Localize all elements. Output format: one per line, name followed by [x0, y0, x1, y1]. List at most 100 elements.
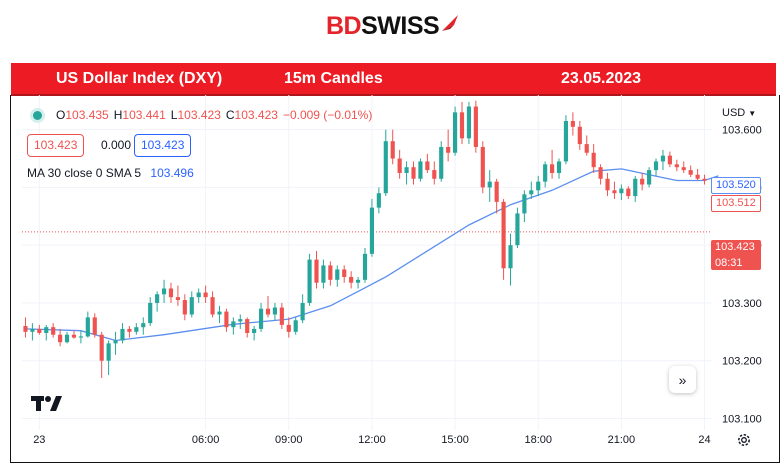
- candle: [591, 144, 596, 173]
- y-tick-label: 103.300: [722, 298, 762, 310]
- candle: [293, 317, 298, 335]
- candle: [127, 326, 132, 338]
- candle-body: [64, 334, 70, 343]
- candle-body: [466, 106, 472, 139]
- candle-body: [113, 340, 118, 344]
- candle-body: [141, 323, 146, 328]
- candle-body: [383, 141, 388, 194]
- candle: [619, 184, 624, 201]
- candle: [640, 172, 645, 191]
- candle: [695, 168, 700, 181]
- candle: [210, 291, 215, 318]
- candle-body: [459, 112, 465, 139]
- scroll-to-realtime-button[interactable]: »: [669, 366, 696, 393]
- candle: [44, 324, 49, 341]
- logo-arrow-icon: [442, 15, 459, 31]
- candle-body: [265, 308, 271, 315]
- candle-body: [536, 181, 541, 191]
- candle: [85, 311, 90, 338]
- buy-price-box[interactable]: 103.423: [134, 134, 192, 157]
- candle-body: [182, 300, 187, 315]
- candle-body: [120, 328, 125, 341]
- candle-body: [605, 178, 610, 191]
- title-banner: US Dollar Index (DXY) 15m Candles 23.05.…: [11, 63, 776, 96]
- candle-body: [688, 170, 693, 175]
- ma-value: 103.496: [150, 166, 194, 180]
- candle-body: [563, 120, 569, 162]
- tradingview-logo-icon[interactable]: [31, 395, 63, 413]
- candle-body: [78, 336, 83, 338]
- ohlc-legend: O 103.435 H 103.441 L 103.423 C 103.423 −0.0…: [33, 108, 372, 122]
- candle: [501, 198, 506, 280]
- candle-body: [397, 158, 402, 173]
- candle: [369, 198, 375, 257]
- logo-bd: BD: [326, 11, 362, 40]
- candle-body: [376, 193, 381, 208]
- candle: [168, 282, 174, 303]
- candle-body: [252, 328, 257, 333]
- candle-body: [30, 328, 35, 332]
- candle-body: [501, 201, 506, 269]
- candle-body: [556, 161, 562, 173]
- candle: [390, 129, 395, 165]
- candle: [667, 151, 672, 168]
- candle-body: [695, 174, 700, 179]
- candle: [515, 207, 520, 249]
- candle-body: [508, 245, 513, 269]
- candle-body: [432, 170, 437, 179]
- candle: [78, 330, 83, 344]
- candle: [148, 297, 153, 327]
- status-dot: [33, 110, 42, 120]
- candle: [99, 331, 104, 379]
- high-label: H: [113, 108, 123, 122]
- banner-instrument: US Dollar Index (DXY): [56, 69, 223, 87]
- candle-body: [85, 317, 90, 337]
- candle-body: [446, 146, 451, 153]
- banner-timeframe: 15m Candles: [284, 69, 383, 87]
- candle-body: [522, 194, 527, 214]
- candle: [265, 296, 271, 318]
- candle-body: [619, 188, 624, 194]
- candle-body: [58, 334, 63, 343]
- candle-body: [529, 190, 534, 195]
- candle-body: [570, 120, 575, 127]
- ma-label: MA 30 close 0 SMA 5: [27, 166, 142, 180]
- candle-body: [307, 259, 312, 303]
- candle: [494, 178, 499, 214]
- candle-body: [626, 188, 631, 197]
- candle-body: [418, 161, 423, 179]
- candle-body: [168, 288, 174, 298]
- candle: [376, 187, 381, 214]
- candle: [238, 314, 243, 329]
- candle: [141, 317, 146, 335]
- candle: [231, 317, 236, 335]
- candle: [342, 265, 347, 283]
- candle: [536, 175, 541, 197]
- candle: [272, 302, 277, 321]
- candle: [459, 101, 465, 145]
- candle-body: [321, 265, 326, 283]
- candle-body: [404, 167, 409, 173]
- candle-body: [106, 343, 111, 361]
- candle-body: [293, 320, 298, 332]
- candle-body: [342, 269, 347, 277]
- candle: [550, 149, 555, 179]
- candle: [383, 129, 388, 197]
- candle: [425, 153, 430, 173]
- candle-body: [660, 155, 666, 162]
- candle-body: [577, 126, 582, 145]
- candle: [473, 100, 478, 153]
- chevron-down-icon: ▼: [748, 109, 757, 118]
- candle-body: [51, 327, 56, 335]
- gear-icon[interactable]: [736, 432, 752, 448]
- candle-body: [591, 152, 596, 168]
- currency-selector[interactable]: USD ▼: [722, 107, 756, 119]
- sell-price-box[interactable]: 103.423: [27, 134, 85, 157]
- currency-label: USD: [722, 107, 746, 119]
- candle: [647, 167, 652, 188]
- candle-body: [148, 302, 153, 324]
- candle-body: [175, 297, 180, 301]
- y-tick-label: 103.600: [722, 125, 762, 137]
- candle: [529, 181, 534, 199]
